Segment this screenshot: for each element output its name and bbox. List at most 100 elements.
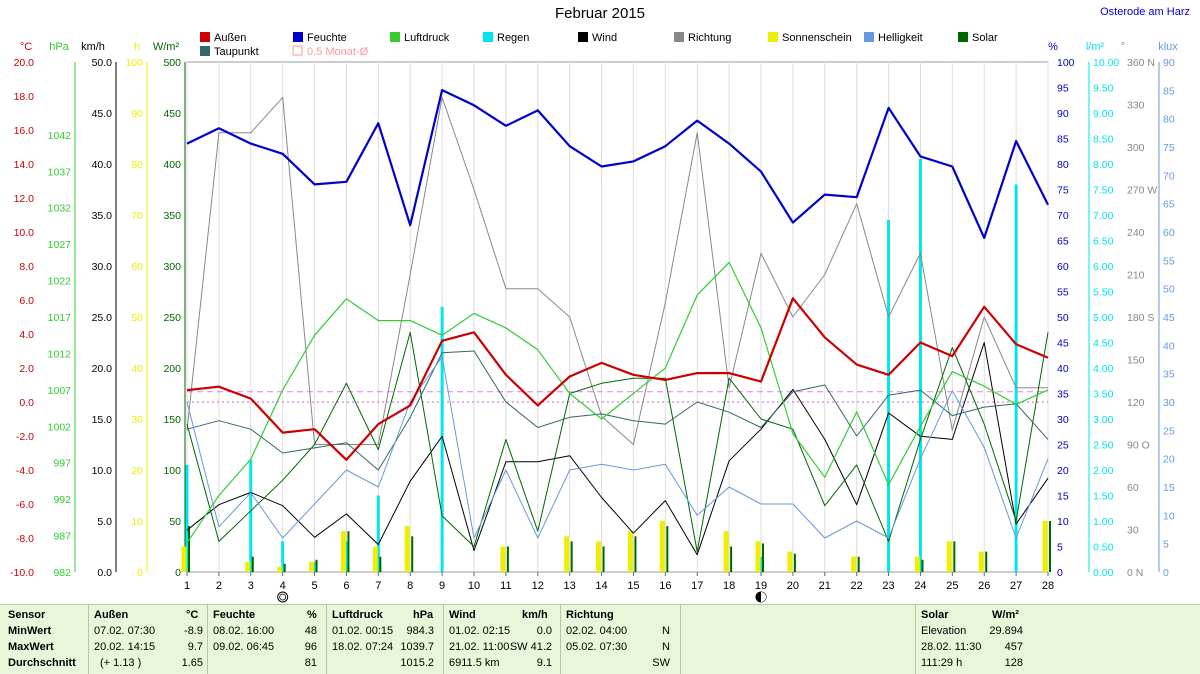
series-line-luftdruck [186,261,1049,544]
aussen-min-time: 07.02. 07:30 [94,625,156,637]
solar-max-value: 457 [1004,641,1023,653]
durchschnitt-label: Durchschnitt [8,657,76,669]
y-tick-label-rain: 6.50 [1093,236,1114,248]
richtung-min-value: N [662,625,670,637]
y-tick-label-dir: 120 [1127,397,1145,409]
axis-unit-solar: W/m² [153,41,180,53]
y-tick-label-rain: 1.00 [1093,516,1114,528]
wind-unit: km/h [522,609,548,621]
bar-solar [666,526,669,572]
bar-regen [918,158,922,572]
solar-elevation-value: 29.894 [989,625,1023,637]
y-tick-label-solar: 150 [163,414,181,426]
bar-sonnenschein [851,556,857,572]
y-tick-label-dir: 270 W [1127,185,1157,197]
y-tick-label-dir: 330 [1127,100,1145,112]
bar-solar [347,531,350,572]
bar-solar [315,559,318,572]
bar-solar [188,526,190,572]
chart-title: Februar 2015 [554,5,646,22]
y-tick-label-sun: 10 [131,516,143,528]
y-tick-label-lux: 40 [1163,340,1175,352]
series-line-richtung [186,96,1048,445]
y-tick-label-wind: 30.0 [92,261,113,273]
y-tick-label-temp: 14.0 [14,159,35,171]
y-tick-label-wind: 35.0 [92,210,113,222]
legend-label: Regen [497,32,529,44]
location-link[interactable]: Osterode am Harz [1100,6,1190,18]
y-tick-label-press: 1032 [48,203,72,215]
x-tick-label: 12 [532,580,544,592]
legend-label: Richtung [688,32,731,44]
legend-swatch [483,32,493,42]
y-tick-label-dir: 300 [1127,142,1145,154]
bar-sonnenschein [372,546,378,572]
y-tick-label-hum: 15 [1057,491,1069,503]
x-tick-label: 25 [946,580,958,592]
y-tick-label-hum: 0 [1057,567,1063,579]
bar-sonnenschein [723,531,729,572]
bar-sonnenschein [914,556,920,572]
y-tick-label-wind: 25.0 [92,312,113,324]
axis-unit-rain: l/m² [1086,41,1105,53]
feuchte-max-time: 09.02. 06:45 [213,641,275,653]
feuchte-header: Feuchte [213,609,256,621]
y-tick-label-temp: 4.0 [19,329,34,341]
y-tick-label-hum: 40 [1057,363,1069,375]
bar-sonnenschein [340,531,346,572]
weather-chart: 1 2 3 4 5 6 7 8 9 10 11 12 13 14 15 16 17 18 19 20 21 22 23 24 2… [10,32,1178,603]
bar-sonnenschein [564,536,570,572]
y-tick-label-solar: 250 [163,312,181,324]
y-tick-label-solar: 50 [169,516,181,528]
y-tick-label-lux: 45 [1163,312,1175,324]
legend-label: Luftdruck [404,32,450,44]
y-tick-label-lux: 50 [1163,284,1175,296]
y-tick-label-dir: 30 [1127,525,1139,537]
y-tick-label-press: 1007 [48,385,72,397]
y-tick-label-dir: 90 O [1127,440,1150,452]
y-tick-label-lux: 15 [1163,482,1175,494]
legend-swatch [292,45,303,56]
y-tick-label-hum: 75 [1057,185,1069,197]
y-tick-label-rain: 5.00 [1093,312,1114,324]
x-tick-label: 23 [882,580,894,592]
y-tick-label-lux: 90 [1163,57,1175,69]
bar-solar [634,536,637,572]
y-tick-label-rain: 4.00 [1093,363,1114,375]
y-tick-label-hum: 30 [1057,414,1069,426]
y-tick-label-solar: 450 [163,108,181,120]
x-tick-label: 24 [914,580,926,592]
moon-full-icon [277,591,289,603]
x-tick-label: 28 [1042,580,1054,592]
y-tick-label-solar: 100 [163,465,181,477]
y-tick-label-rain: 6.00 [1093,261,1114,273]
richtung-avg-value: SW [652,657,670,669]
legend-label: Helligkeit [878,32,923,44]
feuchte-avg-value: 81 [304,657,317,669]
wind-min-time: 01.02. 02:15 [449,625,511,637]
legend-label: Wind [592,32,617,44]
aussen-max-time: 20.02. 14:15 [94,641,156,653]
richtung-header: Richtung [566,609,614,621]
y-tick-label-sun: 0 [137,567,143,579]
bar-solar [283,563,286,572]
y-tick-label-solar: 0 [175,567,181,579]
x-tick-label: 20 [787,580,799,592]
bar-sonnenschein [946,541,952,572]
y-tick-label-lux: 30 [1163,397,1175,409]
solar-unit: W/m² [992,609,1019,621]
y-tick-label-hum: 20 [1057,465,1069,477]
x-tick-label: 4 [280,580,286,592]
y-tick-label-hum: 90 [1057,108,1069,120]
wind-max-value: SW 41.2 [509,641,552,653]
y-tick-label-temp: 18.0 [14,91,35,103]
y-tick-label-rain: 2.50 [1093,440,1114,452]
x-tick-label: 3 [248,580,254,592]
bar-solar [506,546,509,572]
x-tick-label: 13 [564,580,576,592]
luftdruck-unit: hPa [413,609,434,621]
axis-unit-press: hPa [49,41,69,53]
x-tick-label: 21 [819,580,831,592]
series-line-außen [186,297,1049,461]
bar-regen [376,495,380,572]
